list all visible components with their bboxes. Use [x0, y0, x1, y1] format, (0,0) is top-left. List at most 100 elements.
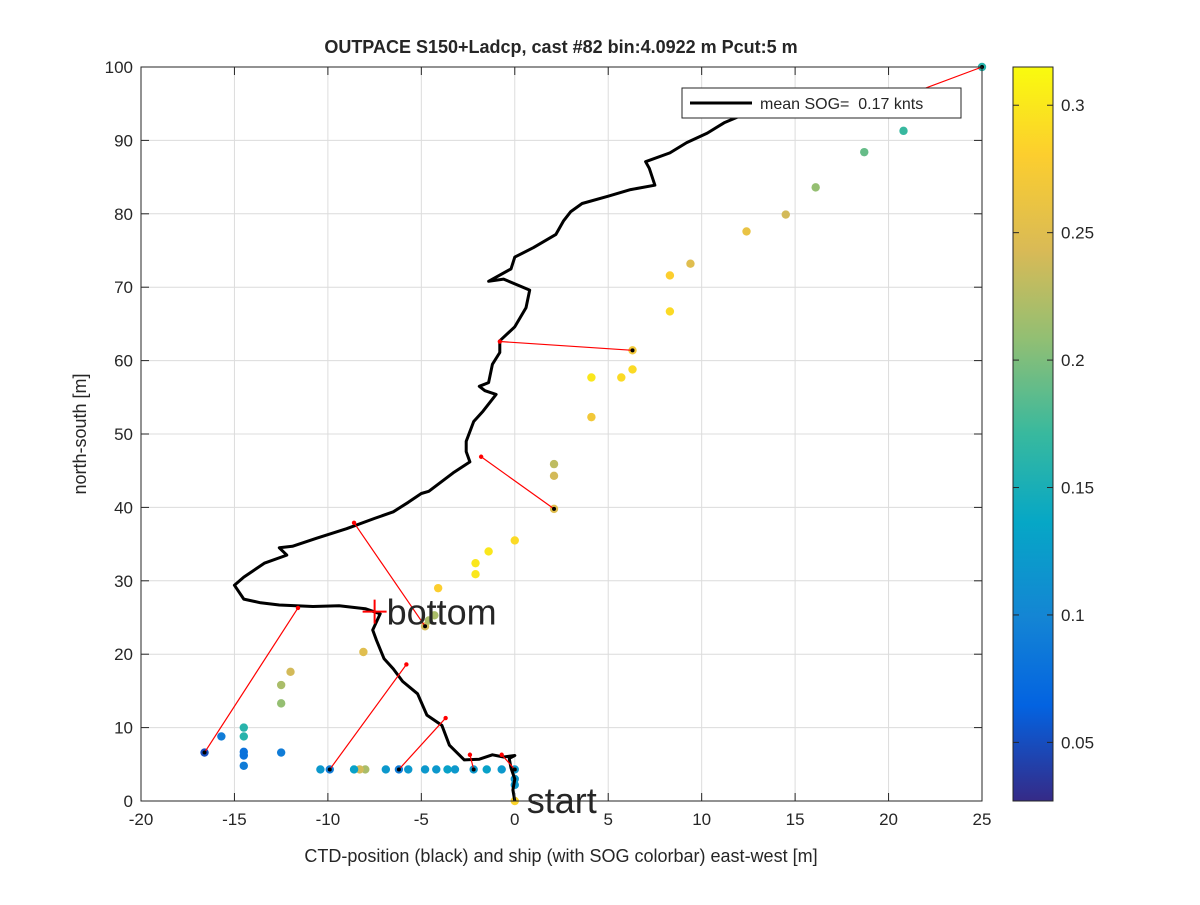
x-tick-label: -10: [316, 810, 341, 829]
ship-position-point: [432, 765, 441, 774]
colorbar-tick-label: 0.25: [1061, 224, 1094, 243]
connector-ctd-end: [467, 752, 473, 757]
ship-position-point: [276, 680, 286, 690]
colorbar-gradient: [1012, 66, 1054, 802]
ship-position-point: [742, 227, 751, 236]
x-tick-label: 0: [510, 810, 519, 829]
connector-ship-end: [396, 767, 401, 772]
ship-position-point: [443, 765, 452, 774]
ship-position-point: [482, 765, 491, 774]
y-tick-label: 30: [114, 572, 133, 591]
ship-position-point: [549, 459, 559, 469]
ctd-ship-connector: [398, 717, 447, 770]
ship-position-point: [239, 761, 248, 770]
ship-position-point: [899, 126, 908, 136]
bottom-annotation: bottom: [387, 592, 497, 633]
x-tick-label: 15: [786, 810, 805, 829]
y-tick-label: 80: [114, 205, 133, 224]
ship-position-point: [617, 373, 626, 382]
legend[interactable]: mean SOG= 0.17 knts: [681, 87, 962, 119]
connector-ctd-end: [478, 454, 484, 459]
ship-position-point: [239, 723, 248, 732]
ship-position-point: [424, 616, 434, 625]
ship-position-point: [811, 183, 820, 192]
x-tick-label: -15: [222, 810, 247, 829]
ctd-ship-connector: [329, 664, 407, 770]
y-tick-label: 0: [124, 792, 133, 811]
y-tick-label: 90: [114, 131, 133, 150]
ship-position-point: [450, 765, 460, 774]
y-tick-label: 100: [105, 58, 133, 77]
ship-position-point: [549, 471, 559, 481]
legend-entry-label: mean SOG= 0.17 knts: [760, 96, 923, 113]
connector-ship-end: [630, 348, 635, 353]
connector-ctd-end: [497, 339, 503, 344]
ship-position-point: [217, 732, 226, 741]
y-tick-label: 10: [114, 719, 133, 738]
ship-position-point: [628, 365, 637, 374]
colorbar-tick-label: 0.2: [1061, 351, 1085, 370]
connector-ctd-end: [295, 605, 301, 611]
ctd-ship-connector: [480, 456, 555, 510]
ship-position-point: [510, 536, 519, 545]
connector-ship-end: [552, 506, 557, 511]
ship-position-point: [239, 732, 248, 741]
x-tick-label: -20: [129, 810, 154, 829]
x-tick-label: 25: [973, 810, 992, 829]
ship-position-point: [497, 765, 506, 774]
connector-ship-end: [423, 624, 428, 629]
ship-position-point: [276, 699, 286, 708]
x-tick-label: 5: [603, 810, 612, 829]
colorbar-tick-label: 0.05: [1061, 733, 1094, 752]
y-tick-label: 20: [114, 645, 133, 664]
ship-position-point: [349, 765, 359, 774]
y-tick-label: 50: [114, 425, 133, 444]
ship-position-point: [587, 412, 596, 422]
ship-position-point: [433, 583, 443, 593]
ship-position-point: [430, 611, 439, 620]
ship-position-point: [359, 647, 368, 657]
ship-position-point: [286, 667, 295, 677]
ctd-ship-connector: [204, 607, 299, 753]
y-tick-label: 40: [114, 498, 133, 517]
x-axis-label: CTD-position (black) and ship (with SOG …: [304, 846, 817, 866]
ship-position-point: [665, 271, 675, 280]
ship-position-point: [471, 569, 480, 579]
ship-position-point: [316, 765, 325, 774]
colorbar-tick-label: 0.15: [1061, 479, 1094, 498]
chart-title: OUTPACE S150+Ladcp, cast #82 bin:4.0922 …: [324, 37, 797, 57]
ship-position-point: [665, 307, 675, 316]
ctd-ship-connector: [501, 754, 516, 770]
ship-position-point: [239, 747, 248, 757]
ship-position-point: [484, 547, 493, 556]
ctd-ship-connector: [469, 754, 475, 770]
connector-ship-end: [512, 767, 517, 772]
ctd-track-line: [232, 102, 814, 802]
ship-position-point: [686, 259, 695, 268]
ship-position-point: [860, 147, 869, 157]
connector-ship-end: [202, 750, 207, 755]
connector-ctd-end: [499, 752, 504, 757]
ship-position-point: [420, 765, 430, 774]
ship-position-point: [587, 373, 596, 382]
connector-ship-end: [327, 767, 332, 772]
y-tick-label: 70: [114, 278, 133, 297]
grid: [140, 66, 983, 802]
x-tick-label: -5: [414, 810, 429, 829]
ship-position-point: [381, 765, 391, 774]
connector-ctd-end: [443, 715, 448, 721]
connector-ctd-end: [351, 520, 357, 526]
ship-position-point: [404, 765, 413, 774]
ship-position-point: [471, 558, 480, 568]
connector-ctd-end: [404, 662, 409, 667]
colorbar-tick-label: 0.1: [1061, 606, 1085, 625]
y-tick-label: 60: [114, 352, 133, 371]
ctd-ship-connector: [499, 340, 633, 351]
x-tick-label: 10: [692, 810, 711, 829]
x-tick-label: 20: [879, 810, 898, 829]
colorbar-ticks: 0.05 0.1 0.15 0.2 0.25 0.3: [1013, 96, 1094, 752]
ship-position-point: [781, 210, 790, 219]
connector-ship-end: [471, 767, 476, 772]
